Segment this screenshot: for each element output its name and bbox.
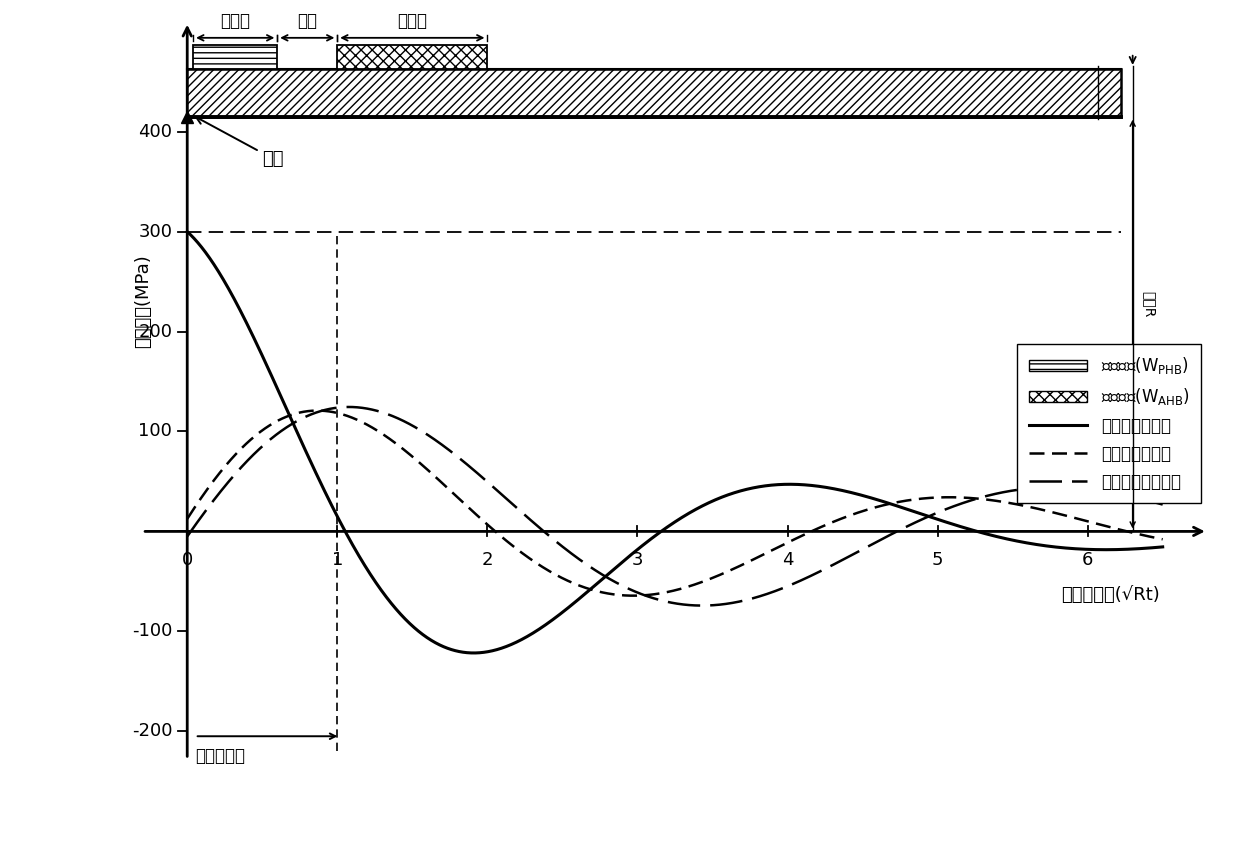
Text: 6: 6 <box>1083 552 1094 569</box>
Polygon shape <box>187 69 1121 117</box>
Text: 1: 1 <box>331 552 343 569</box>
Text: 压缩应力区: 压缩应力区 <box>195 747 244 765</box>
Text: 2: 2 <box>481 552 494 569</box>
Polygon shape <box>337 45 487 69</box>
Text: 间距: 间距 <box>298 12 317 29</box>
Text: -200: -200 <box>131 722 172 740</box>
Text: 半径R: 半径R <box>1142 291 1156 317</box>
Text: 主加热: 主加热 <box>221 12 250 29</box>
Text: 厚度t: 厚度t <box>1107 82 1121 104</box>
Text: 4: 4 <box>781 552 794 569</box>
Text: -100: -100 <box>131 622 172 640</box>
Text: 离焊缝距离(√Rt): 离焊缝距离(√Rt) <box>1060 586 1159 605</box>
Text: 轴向应力(MPa): 轴向应力(MPa) <box>134 255 153 349</box>
Text: 100: 100 <box>139 423 172 440</box>
Text: 5: 5 <box>931 552 944 569</box>
Text: 200: 200 <box>138 322 172 340</box>
Text: 400: 400 <box>138 123 172 141</box>
Text: 300: 300 <box>138 222 172 241</box>
Text: 焊缝: 焊缝 <box>196 117 284 168</box>
Text: 副加热: 副加热 <box>397 12 428 29</box>
Text: 3: 3 <box>631 552 644 569</box>
Polygon shape <box>193 45 278 69</box>
Text: 0: 0 <box>181 552 193 569</box>
Legend: 主加热带(W$_{\mathregular{PHB}}$), 副加热带(W$_{\mathregular{AHB}}$), 仅有主加热作用, 仅有副加热作用, : 主加热带(W$_{\mathregular{PHB}}$), 副加热带(W$_{… <box>1018 344 1202 503</box>
